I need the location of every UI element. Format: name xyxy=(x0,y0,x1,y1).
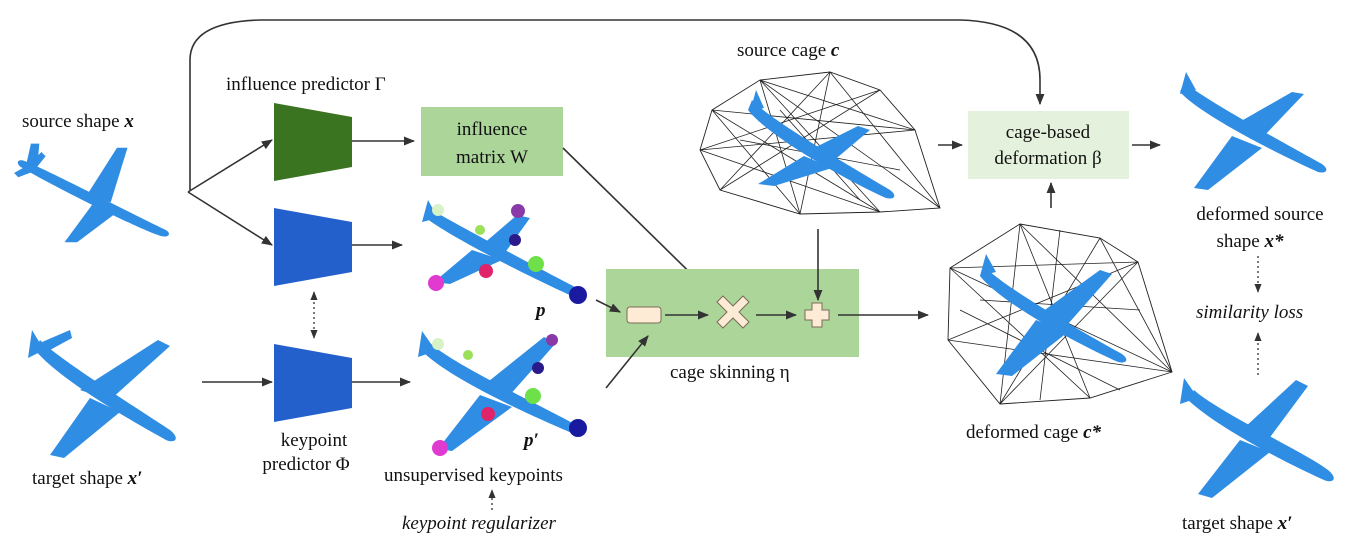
target-shape-left: target shape x′ xyxy=(28,330,176,489)
svg-text:influence: influence xyxy=(457,119,528,140)
deformed-cage-airplane xyxy=(980,254,1127,376)
svg-text:source shape x: source shape x xyxy=(22,111,134,132)
svg-text:target shape x′: target shape x′ xyxy=(32,468,143,489)
source-cage-airplane xyxy=(748,90,895,199)
multiply-operator xyxy=(716,295,750,329)
influence-matrix-box: influence matrix W xyxy=(421,107,563,176)
source-shape: source shape x xyxy=(14,111,169,243)
influence-predictor-network xyxy=(274,103,352,181)
keypoints-p-prime-to-minus-arrow xyxy=(605,335,649,389)
keypoint-predictor-label-1: keypoint xyxy=(281,430,348,451)
svg-text:matrix W: matrix W xyxy=(456,147,528,168)
keypoint-predictor-network-top xyxy=(274,208,352,286)
source-keypoints-shape: p xyxy=(422,200,587,321)
cage-skinning-label: cage skinning η xyxy=(670,362,790,383)
plus-operator xyxy=(804,302,830,328)
source-cage-label: source cage c xyxy=(737,40,840,61)
target-shape-right xyxy=(1180,378,1334,498)
keypoints-p-to-minus-arrow xyxy=(595,299,622,313)
unsupervised-keypoints-label: unsupervised keypoints xyxy=(384,465,563,486)
deformed-cage-label: deformed cage c* xyxy=(966,422,1102,443)
keypoint-predictor-network-bottom xyxy=(274,344,352,422)
cage-deformation-box: cage-based deformation β xyxy=(968,111,1129,179)
deformed-source-label-2: shape x* xyxy=(1216,231,1284,252)
source-to-keypoint-arrow xyxy=(187,191,273,246)
svg-text:deformation β: deformation β xyxy=(994,148,1101,169)
keypoint-predictor-label-2: predictor Φ xyxy=(262,454,349,475)
keypoint-regularizer-label: keypoint regularizer xyxy=(402,513,557,534)
skip-connection-arrow xyxy=(189,19,1045,190)
source-cage-mesh xyxy=(699,71,941,215)
target-shape-right-label: target shape x′ xyxy=(1182,513,1293,534)
keypoints-p-prime-label: p′ xyxy=(522,430,539,451)
influence-predictor-label: influence predictor Γ xyxy=(226,74,386,95)
source-to-influence-arrow xyxy=(187,139,273,193)
similarity-loss-label: similarity loss xyxy=(1196,302,1303,323)
deformed-source-airplane xyxy=(1180,72,1327,190)
deformed-source-label-1: deformed source xyxy=(1196,204,1323,225)
keypoints-p-label: p xyxy=(534,300,546,321)
source-airplane-image xyxy=(14,143,169,243)
svg-text:cage-based: cage-based xyxy=(1006,122,1091,143)
target-keypoints-shape: p′ xyxy=(418,331,587,456)
minus-operator xyxy=(626,306,662,324)
